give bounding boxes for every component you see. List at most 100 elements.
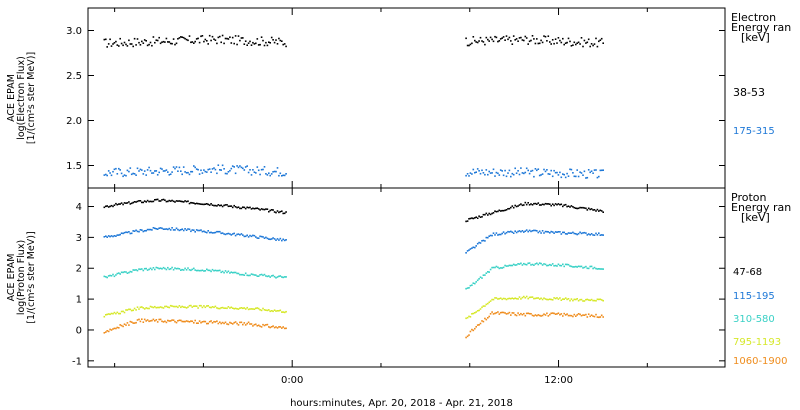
electron-point-175-315 bbox=[523, 172, 525, 175]
proton-point-795-1193 bbox=[507, 297, 509, 300]
proton-point-115-195 bbox=[510, 230, 512, 233]
proton-point-115-195 bbox=[220, 232, 222, 235]
electron-point-175-315 bbox=[216, 172, 218, 175]
proton-point-115-195 bbox=[589, 234, 591, 236]
proton-point-115-195 bbox=[155, 228, 158, 230]
proton-point-115-195 bbox=[162, 228, 165, 230]
proton-point-115-195 bbox=[556, 231, 558, 233]
proton-point-47-68 bbox=[587, 207, 590, 210]
proton-point-115-195 bbox=[236, 233, 238, 236]
electron-point-38-53 bbox=[520, 36, 522, 39]
proton-point-115-195 bbox=[250, 235, 253, 238]
electron-point-175-315 bbox=[512, 173, 515, 176]
proton-point-47-68 bbox=[130, 202, 133, 205]
proton-point-47-68 bbox=[260, 208, 263, 210]
proton-legend-title: [keV] bbox=[741, 211, 770, 224]
proton-point-1060-1900 bbox=[174, 320, 176, 323]
proton-point-115-195 bbox=[175, 227, 178, 230]
proton-point-115-195 bbox=[156, 228, 159, 230]
proton-point-1060-1900 bbox=[142, 321, 145, 323]
proton-point-115-195 bbox=[524, 230, 527, 232]
proton-point-47-68 bbox=[508, 207, 511, 210]
electron-point-38-53 bbox=[488, 40, 490, 42]
proton-point-795-1193 bbox=[262, 307, 264, 310]
proton-point-310-580 bbox=[484, 274, 486, 276]
electron-point-175-315 bbox=[537, 168, 540, 170]
proton-point-47-68 bbox=[489, 213, 492, 216]
electron-point-38-53 bbox=[112, 43, 114, 45]
proton-point-47-68 bbox=[576, 207, 578, 210]
proton-point-1060-1900 bbox=[262, 323, 264, 326]
proton-point-310-580 bbox=[534, 263, 537, 265]
proton-point-795-1193 bbox=[269, 310, 271, 313]
electron-point-175-315 bbox=[478, 170, 480, 172]
proton-point-795-1193 bbox=[528, 296, 531, 299]
proton-point-1060-1900 bbox=[211, 322, 214, 324]
electron-point-38-53 bbox=[550, 43, 552, 45]
proton-point-1060-1900 bbox=[126, 322, 129, 324]
proton-point-115-195 bbox=[541, 230, 544, 232]
electron-point-38-53 bbox=[512, 35, 515, 37]
proton-point-1060-1900 bbox=[478, 324, 480, 326]
proton-point-1060-1900 bbox=[247, 321, 250, 324]
electron-point-175-315 bbox=[514, 167, 516, 170]
proton-point-115-195 bbox=[560, 233, 563, 235]
electron-point-175-315 bbox=[204, 170, 207, 173]
electron-point-38-53 bbox=[141, 40, 143, 43]
proton-point-115-195 bbox=[211, 232, 214, 234]
proton-point-47-68 bbox=[148, 200, 150, 203]
proton-point-1060-1900 bbox=[255, 323, 257, 326]
electron-point-175-315 bbox=[135, 174, 137, 176]
proton-point-310-580 bbox=[143, 267, 146, 270]
proton-point-310-580 bbox=[543, 263, 545, 265]
proton-point-795-1193 bbox=[118, 312, 120, 315]
proton-point-115-195 bbox=[187, 228, 189, 230]
proton-point-310-580 bbox=[587, 267, 590, 270]
proton-ytick-label: 2 bbox=[76, 264, 82, 275]
electron-point-175-315 bbox=[551, 175, 554, 178]
proton-point-795-1193 bbox=[126, 309, 129, 311]
electron-point-175-315 bbox=[203, 169, 205, 171]
proton-point-1060-1900 bbox=[122, 325, 124, 328]
proton-point-115-195 bbox=[563, 231, 565, 234]
proton-point-795-1193 bbox=[221, 306, 224, 309]
proton-point-47-68 bbox=[495, 210, 498, 213]
proton-point-795-1193 bbox=[557, 298, 560, 300]
electron-point-38-53 bbox=[479, 36, 482, 39]
electron-point-175-315 bbox=[536, 169, 538, 172]
proton-point-47-68 bbox=[249, 206, 251, 209]
proton-point-1060-1900 bbox=[276, 327, 279, 329]
proton-point-310-580 bbox=[188, 269, 191, 271]
proton-point-115-195 bbox=[593, 234, 596, 236]
proton-point-1060-1900 bbox=[570, 314, 573, 317]
x-axis-label: hours:minutes, Apr. 20, 2018 - Apr. 21, … bbox=[290, 398, 513, 409]
proton-point-47-68 bbox=[475, 216, 477, 218]
electron-point-175-315 bbox=[211, 168, 214, 170]
proton-point-795-1193 bbox=[279, 309, 282, 312]
proton-point-1060-1900 bbox=[239, 321, 241, 324]
proton-point-115-195 bbox=[517, 230, 519, 233]
proton-point-795-1193 bbox=[116, 311, 119, 314]
electron-point-38-53 bbox=[191, 41, 194, 43]
proton-point-1060-1900 bbox=[505, 313, 508, 315]
proton-point-115-195 bbox=[559, 231, 561, 233]
proton-point-795-1193 bbox=[200, 304, 202, 307]
proton-point-1060-1900 bbox=[221, 321, 224, 324]
proton-point-310-580 bbox=[270, 275, 273, 277]
proton-point-1060-1900 bbox=[495, 312, 498, 314]
proton-point-115-195 bbox=[164, 228, 166, 230]
proton-point-115-195 bbox=[120, 232, 123, 234]
proton-point-115-195 bbox=[551, 231, 554, 233]
proton-point-47-68 bbox=[559, 203, 561, 206]
proton-point-310-580 bbox=[224, 270, 227, 272]
electron-point-175-315 bbox=[285, 173, 287, 175]
electron-point-38-53 bbox=[527, 43, 529, 45]
proton-point-47-68 bbox=[270, 209, 273, 211]
proton-point-795-1193 bbox=[237, 308, 240, 310]
proton-point-795-1193 bbox=[495, 297, 498, 299]
proton-point-795-1193 bbox=[197, 307, 199, 309]
proton-point-115-195 bbox=[260, 235, 263, 238]
proton-point-795-1193 bbox=[151, 306, 153, 308]
electron-point-38-53 bbox=[495, 36, 498, 39]
proton-point-795-1193 bbox=[531, 296, 534, 298]
